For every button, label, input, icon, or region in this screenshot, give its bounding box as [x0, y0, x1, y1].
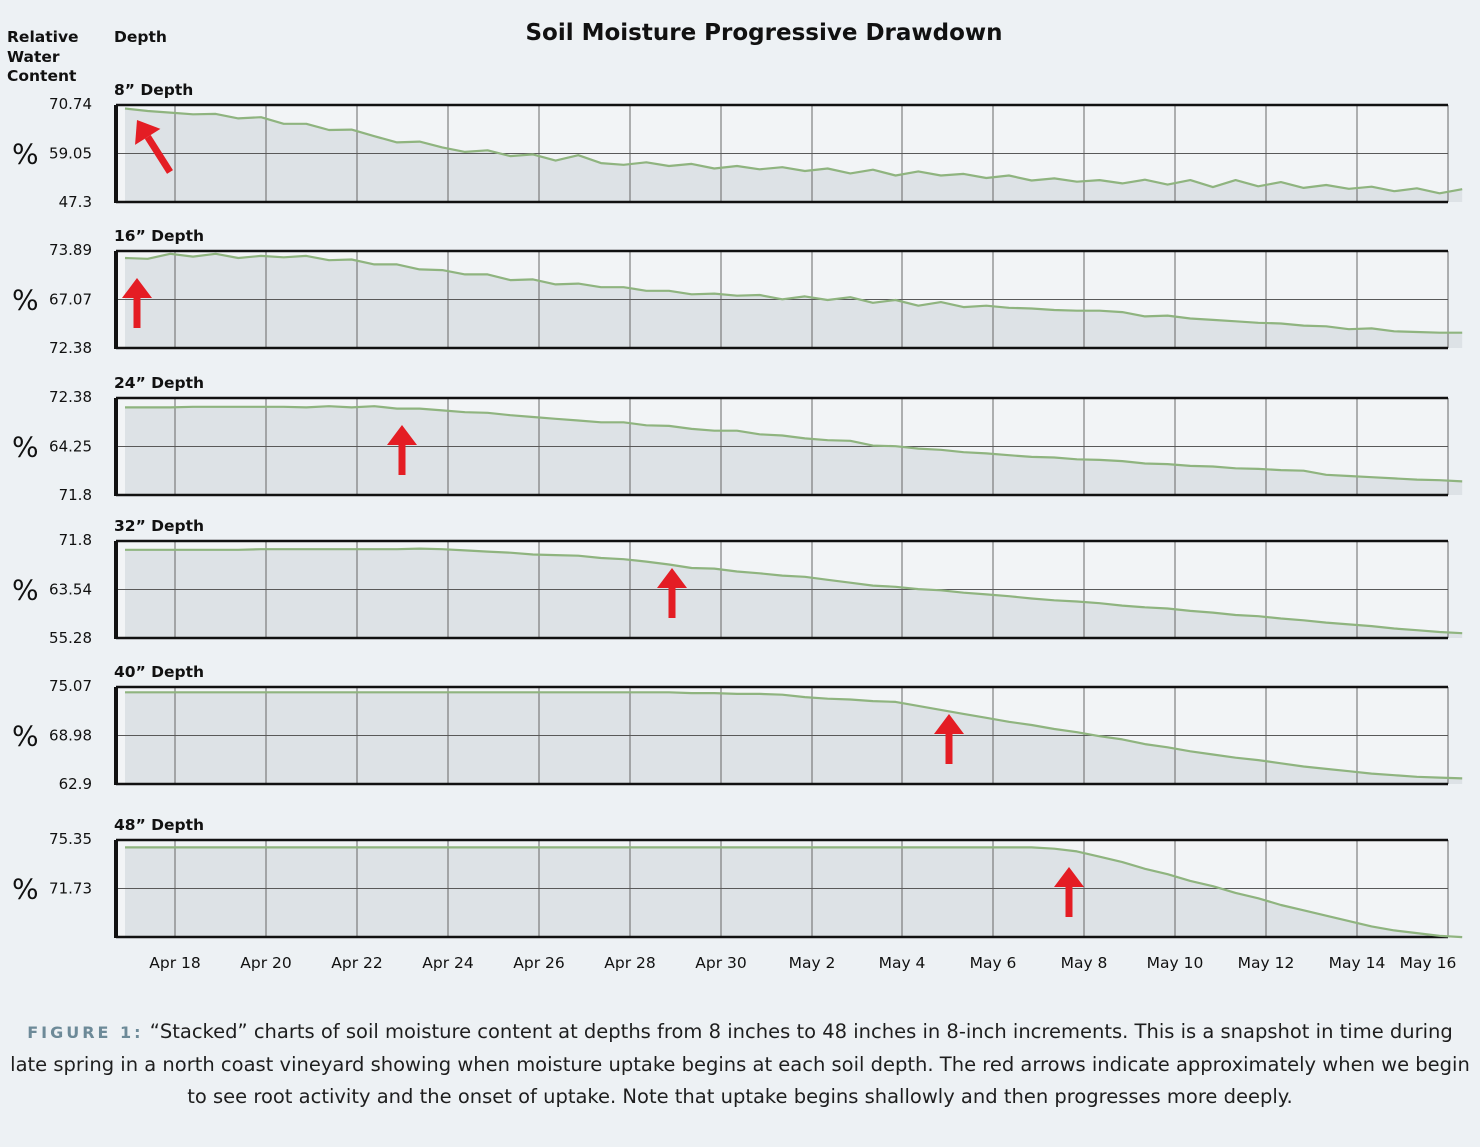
- arrow-head: [387, 425, 417, 445]
- depth-label: 40” Depth: [114, 663, 204, 681]
- uptake-arrow: [135, 120, 173, 174]
- y-axis-header: Relative Water Content: [7, 28, 79, 87]
- x-tick-label: May 4: [879, 954, 926, 972]
- chart-title: Soil Moisture Progressive Drawdown: [525, 20, 1003, 46]
- x-tick-label: Apr 30: [695, 954, 746, 972]
- x-tick-label: May 10: [1147, 954, 1204, 972]
- y-tick-label: 67.07: [49, 291, 92, 309]
- depth-panel: 32” Depth 71.8 63.54 55.28%: [12, 517, 1463, 647]
- percent-symbol: %: [12, 284, 39, 317]
- moisture-line: [124, 252, 1463, 334]
- y-tick-label: 59.05: [49, 145, 92, 163]
- depth-label: 32” Depth: [114, 517, 204, 535]
- y-tick-label: 62.9: [59, 775, 92, 793]
- y-tick-label: 47.3: [59, 193, 92, 211]
- uptake-arrow: [657, 568, 687, 618]
- uptake-arrow: [934, 714, 964, 764]
- x-tick-label: May 8: [1061, 954, 1108, 972]
- x-tick-label: May 14: [1329, 954, 1386, 972]
- moisture-area: [125, 108, 1463, 202]
- moisture-line: [125, 405, 1463, 483]
- x-tick-label: Apr 20: [240, 954, 291, 972]
- depth-label: 24” Depth: [114, 374, 204, 392]
- y-tick-label: 63.54: [49, 581, 92, 599]
- x-tick-label: May 16: [1400, 954, 1457, 972]
- percent-symbol: %: [12, 873, 39, 906]
- depth-label: 8” Depth: [114, 81, 193, 99]
- caption-text: “Stacked” charts of soil moisture conten…: [10, 1020, 1470, 1108]
- uptake-arrow: [387, 425, 417, 475]
- y-tick-label: 70.74: [49, 95, 92, 113]
- x-tick-label: Apr 26: [513, 954, 564, 972]
- moisture-area: [125, 253, 1463, 348]
- uptake-arrow: [1054, 867, 1084, 917]
- y-tick-label: 72.38: [49, 339, 92, 357]
- y-axis-header-line: Content: [7, 67, 77, 85]
- x-tick-label: Apr 22: [331, 954, 382, 972]
- moisture-area: [125, 847, 1463, 938]
- moisture-line: [125, 691, 1463, 780]
- arrow-head: [934, 714, 964, 734]
- uptake-arrow: [122, 278, 152, 328]
- y-tick-label: 64.25: [49, 438, 92, 456]
- x-tick-label: Apr 28: [604, 954, 655, 972]
- x-tick-label: May 2: [789, 954, 836, 972]
- percent-symbol: %: [12, 138, 39, 171]
- depth-panel: 16” Depth 73.89 67.07 72.38%: [12, 227, 1463, 357]
- percent-symbol: %: [12, 574, 39, 607]
- y-tick-label: 75.35: [49, 830, 92, 848]
- depth-panel: 8” Depth 70.74 59.05 47.3%: [12, 81, 1463, 211]
- percent-symbol: %: [12, 431, 39, 464]
- caption-label: FIGURE 1:: [27, 1023, 144, 1042]
- y-tick-label: 68.98: [49, 727, 92, 745]
- moisture-area: [125, 692, 1463, 784]
- depth-label: 48” Depth: [114, 816, 204, 834]
- arrow-head: [657, 568, 687, 588]
- y-tick-label: 71.8: [59, 531, 92, 549]
- x-tick-label: May 12: [1238, 954, 1295, 972]
- depth-label: 16” Depth: [114, 227, 204, 245]
- moisture-line: [125, 846, 1463, 939]
- y-tick-label: 71.8: [59, 486, 92, 504]
- y-tick-label: 72.38: [49, 388, 92, 406]
- x-tick-label: Apr 24: [422, 954, 473, 972]
- moisture-line: [124, 107, 1463, 195]
- percent-symbol: %: [12, 720, 39, 753]
- depth-panel: 24” Depth 72.38 64.25 71.8%: [12, 374, 1463, 504]
- figure-caption: FIGURE 1: “Stacked” charts of soil moist…: [10, 1016, 1470, 1113]
- y-tick-label: 73.89: [49, 241, 92, 259]
- depth-panel: 40” Depth 75.07 68.98 62.9%: [12, 663, 1463, 793]
- y-tick-label: 75.07: [49, 677, 92, 695]
- depth-column-header: Depth: [114, 28, 167, 46]
- y-tick-label: 55.28: [49, 629, 92, 647]
- moisture-line: [125, 547, 1463, 635]
- arrow-shaft: [144, 135, 173, 174]
- arrow-head: [135, 120, 161, 145]
- moisture-area: [125, 406, 1463, 495]
- stacked-moisture-charts: 8” Depth 70.74 59.05 47.3% 16” Depth 73.89 67.…: [12, 81, 1463, 972]
- y-axis-header-line: Relative: [7, 28, 79, 46]
- x-tick-label: Apr 18: [149, 954, 200, 972]
- arrow-head: [122, 278, 152, 298]
- y-tick-label: 71.73: [49, 880, 92, 898]
- depth-panel: 48” Depth 75.35 71.73%: [12, 816, 1463, 939]
- moisture-area: [125, 548, 1463, 638]
- y-axis-header-line: Water: [7, 47, 60, 66]
- arrow-head: [1054, 867, 1084, 887]
- x-tick-label: May 6: [970, 954, 1017, 972]
